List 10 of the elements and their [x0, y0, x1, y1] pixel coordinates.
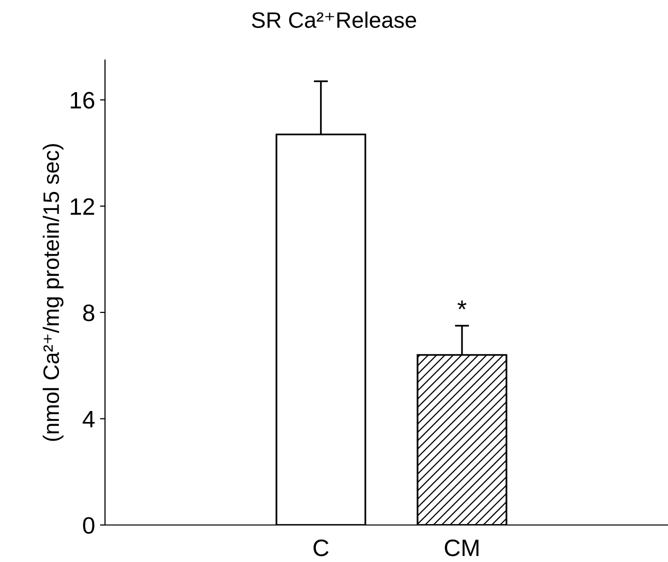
- x-tick-label: C: [314, 540, 329, 556]
- y-tick-label: 16: [70, 92, 94, 109]
- x-tick-label: CM: [444, 540, 478, 556]
- y-tick-label: 12: [70, 198, 94, 215]
- chart-title: SR Ca²⁺Release: [252, 12, 416, 28]
- y-tick-label: 0: [83, 517, 94, 534]
- y-axis-title: (nmol Ca²⁺/mg protein/15 sec): [42, 144, 64, 441]
- y-tick-label: 8: [83, 304, 94, 322]
- y-tick-label: 4: [82, 411, 95, 428]
- annotation: *: [458, 300, 466, 310]
